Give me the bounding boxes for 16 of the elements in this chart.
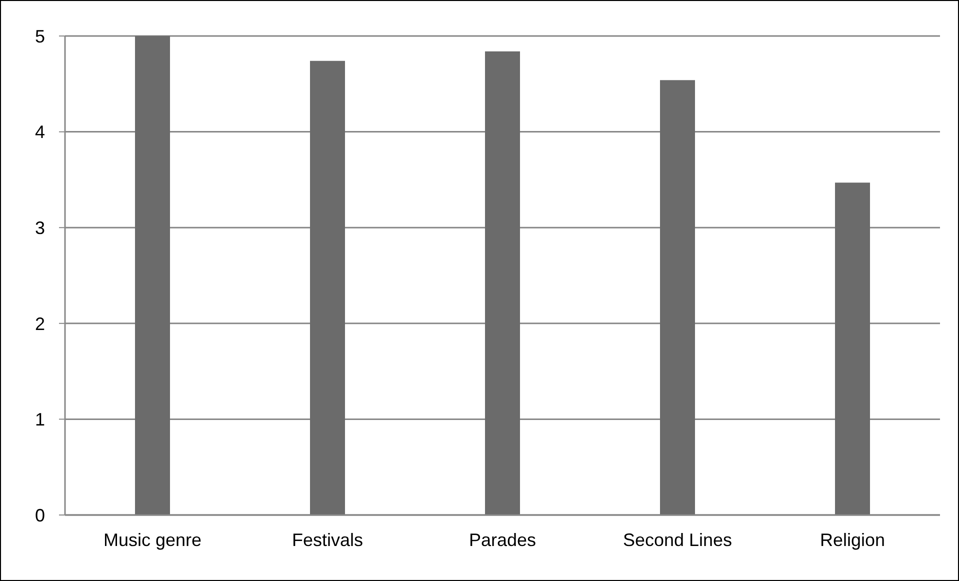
x-tick-label: Music genre	[103, 530, 202, 550]
bar	[310, 60, 345, 515]
y-tick-label: 5	[34, 26, 45, 46]
bar	[835, 182, 870, 515]
y-tick-label: 0	[34, 505, 45, 526]
bar	[485, 51, 520, 515]
x-tick-label: Religion	[820, 530, 886, 550]
bar	[660, 80, 695, 515]
y-tick-label: 4	[34, 122, 45, 142]
x-tick-label: Festivals	[292, 530, 364, 550]
y-tick-label: 1	[34, 410, 45, 430]
y-tick-label: 3	[34, 218, 45, 238]
x-tick-label: Second Lines	[622, 530, 732, 550]
x-tick-label: Parades	[468, 530, 536, 550]
y-tick-label: 2	[34, 314, 45, 334]
bar	[135, 36, 170, 515]
